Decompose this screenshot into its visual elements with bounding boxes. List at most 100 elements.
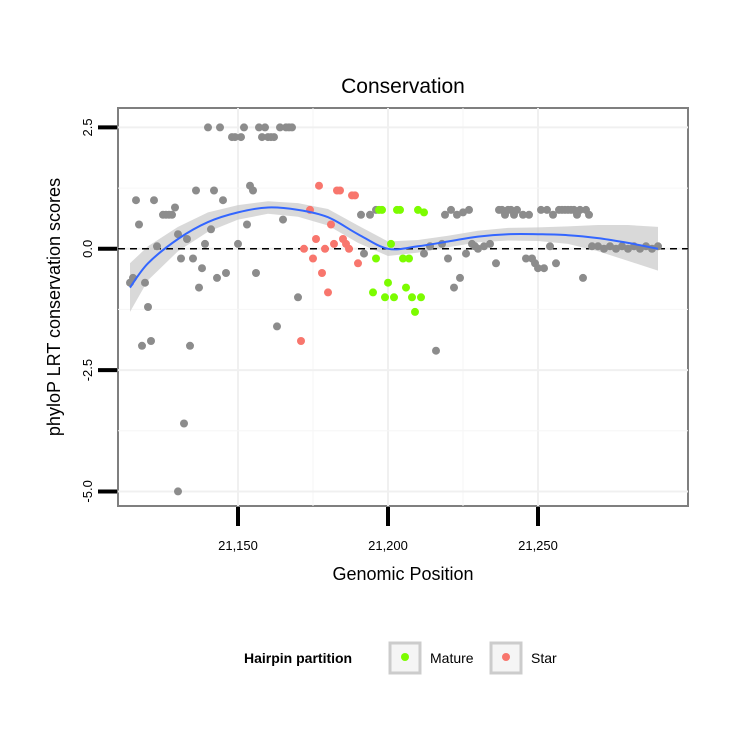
legend-title: Hairpin partition <box>244 650 352 666</box>
data-point-other <box>360 249 368 258</box>
data-point-other <box>519 210 527 219</box>
data-point-other <box>579 273 587 282</box>
data-point-other <box>447 205 455 214</box>
legend-label-mature: Mature <box>430 650 474 666</box>
data-point-other <box>216 123 224 132</box>
data-point-other <box>513 205 521 214</box>
data-point-other <box>243 220 251 229</box>
data-point-mature <box>417 293 425 302</box>
data-point-other <box>270 133 278 142</box>
data-point-mature <box>378 205 386 214</box>
data-point-other <box>198 264 206 273</box>
data-point-other <box>255 123 263 132</box>
data-point-other <box>492 259 500 268</box>
data-point-mature <box>387 239 395 248</box>
data-point-other <box>288 123 296 132</box>
data-point-star <box>297 337 305 345</box>
data-point-mature <box>399 254 407 263</box>
data-point-other <box>204 123 212 132</box>
chart-title: Conservation <box>341 75 465 98</box>
data-point-other <box>231 133 239 142</box>
data-point-other <box>150 196 158 205</box>
y-tick-label: 0.0 <box>80 240 95 258</box>
data-point-other <box>180 419 188 428</box>
data-point-mature <box>369 288 377 297</box>
data-point-other <box>594 242 602 251</box>
data-point-other <box>294 293 302 302</box>
smooth-line <box>129 206 659 289</box>
data-point-other <box>600 244 608 253</box>
data-point-other <box>276 123 284 132</box>
data-point-other <box>249 186 257 195</box>
data-point-other <box>618 242 626 251</box>
data-point-mature <box>384 278 392 287</box>
data-point-star <box>324 288 332 297</box>
data-point-star <box>330 239 338 248</box>
data-point-star <box>321 244 329 253</box>
plot-background <box>117 107 689 507</box>
data-point-other <box>486 239 494 248</box>
legend-label-star: Star <box>531 650 557 666</box>
data-point-other <box>183 235 191 243</box>
x-axis: 21,150 21,200 21,250 <box>218 507 558 553</box>
data-point-other <box>279 215 287 224</box>
data-point-other <box>432 346 440 355</box>
confidence-ribbon <box>130 201 658 312</box>
data-point-star <box>345 244 353 253</box>
smooth-curve <box>129 206 659 289</box>
data-point-mature <box>390 293 398 302</box>
data-point-other <box>141 278 149 287</box>
data-point-mature <box>402 283 410 292</box>
data-point-other <box>192 186 200 195</box>
legend-swatch-mature <box>401 653 409 661</box>
data-point-other <box>252 269 260 277</box>
data-point-other <box>549 210 557 219</box>
data-point-other <box>450 283 458 292</box>
data-point-other <box>624 244 632 253</box>
data-point-other <box>357 210 365 219</box>
y-axis-title: phyloP LRT conservation scores <box>44 178 64 436</box>
y-tick-label: -5.0 <box>80 480 95 502</box>
data-point-other <box>237 133 245 142</box>
data-point-mature <box>396 205 404 214</box>
data-point-other <box>456 273 464 282</box>
data-point-other <box>525 210 533 219</box>
x-axis-title: Genomic Position <box>332 564 473 584</box>
legend-item-mature: Mature <box>388 641 474 675</box>
data-point-mature <box>405 254 413 263</box>
data-points <box>126 123 662 496</box>
data-point-other <box>465 205 473 214</box>
data-point-mature <box>372 254 380 263</box>
data-point-other <box>144 303 152 311</box>
data-point-other <box>201 239 209 248</box>
data-point-other <box>273 322 281 331</box>
data-point-other <box>537 205 545 214</box>
data-point-star <box>354 259 362 268</box>
data-point-star <box>351 191 359 200</box>
data-point-other <box>453 210 461 219</box>
data-point-other <box>261 123 269 132</box>
y-tick-label: -2.5 <box>80 359 95 381</box>
data-point-other <box>135 220 143 229</box>
data-point-other <box>459 208 467 217</box>
data-point-mature <box>420 208 428 217</box>
data-point-other <box>576 205 584 214</box>
data-point-other <box>138 341 146 350</box>
x-tick-label: 21,200 <box>368 538 408 553</box>
data-point-other <box>177 254 185 263</box>
data-point-other <box>546 242 554 251</box>
data-point-other <box>213 273 221 282</box>
x-tick-label: 21,250 <box>518 538 558 553</box>
data-point-other <box>441 210 449 219</box>
data-point-other <box>552 259 560 268</box>
data-point-other <box>168 210 176 219</box>
data-point-star <box>318 269 326 277</box>
data-point-other <box>612 244 620 253</box>
data-point-other <box>420 249 428 258</box>
gridlines <box>118 108 688 506</box>
data-point-mature <box>411 307 419 316</box>
data-point-other <box>534 264 542 273</box>
data-point-mature <box>414 205 422 214</box>
data-point-star <box>336 186 344 195</box>
